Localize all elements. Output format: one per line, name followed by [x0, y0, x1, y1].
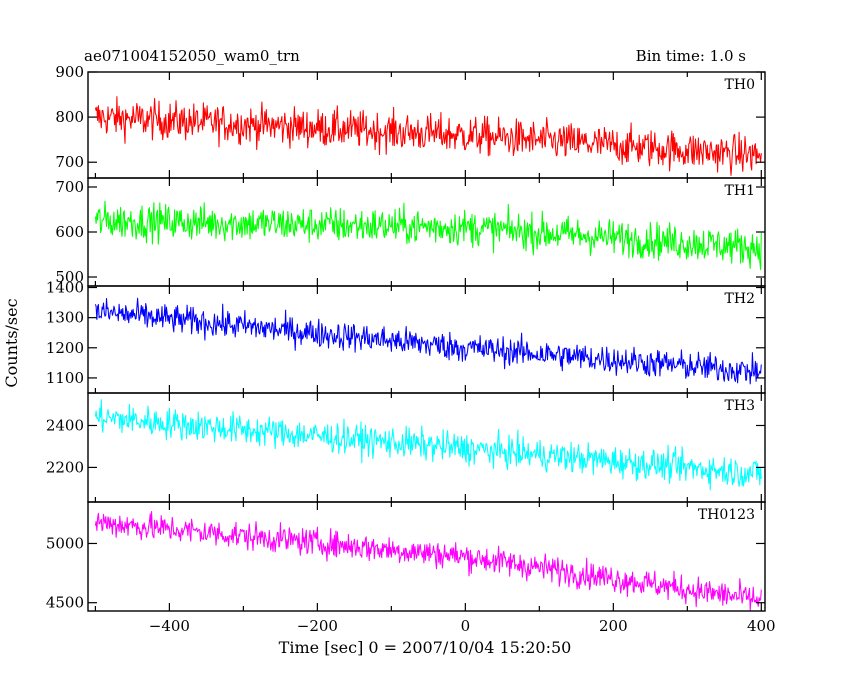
y-tick-label: 1100 — [46, 369, 84, 387]
y-tick-label: 1400 — [46, 279, 84, 297]
panel-th0123: 4500 5000 TH0123 — [46, 501, 766, 612]
y-tick-label: 2200 — [46, 458, 84, 476]
series-line-th1 — [94, 200, 762, 271]
panel-frame — [87, 501, 766, 612]
y-tick-label: 700 — [55, 153, 84, 171]
y-tick-label: 2400 — [46, 416, 84, 434]
y-tick-label: 1300 — [46, 309, 84, 327]
y-tick-label: 1200 — [46, 339, 84, 357]
panel-label-th0123: TH0123 — [698, 507, 755, 523]
x-axis-label: Time [sec] 0 = 2007/10/04 15:20:50 — [279, 638, 572, 657]
y-tick-label: 500 — [55, 268, 84, 286]
x-tick-label: −200 — [297, 617, 338, 635]
y-tick-label: 700 — [55, 178, 84, 196]
panel-label-th2: TH2 — [725, 291, 755, 307]
panels-group: 700 800 900 TH0 500 600 700 TH1 1100 1200 1300 1400… — [46, 63, 766, 612]
panel-th1: 500 600 700 TH1 — [55, 177, 766, 287]
y-tick-label: 5000 — [46, 534, 84, 552]
series-line-th3 — [94, 399, 762, 491]
series-line-th2 — [94, 297, 762, 385]
panel-label-th0: TH0 — [725, 77, 755, 93]
x-tick-label: 400 — [747, 617, 776, 635]
panel-th3: 2200 2400 TH3 — [46, 392, 766, 503]
panel-th0: 700 800 900 TH0 — [55, 63, 766, 179]
y-tick-label: 600 — [55, 223, 84, 241]
series-line-th0123 — [94, 510, 762, 611]
y-tick-label: 900 — [55, 63, 84, 81]
y-tick-label: 800 — [55, 108, 84, 126]
chart-title: ae071004152050_wam0_trn — [84, 47, 300, 65]
x-tick-label: 200 — [599, 617, 628, 635]
y-axis-label: Counts/sec — [2, 298, 21, 387]
panel-th2: 1100 1200 1300 1400 TH2 — [46, 279, 766, 394]
x-axis-ticks: −400 −200 0 200 400 — [149, 617, 776, 635]
panel-frame — [87, 285, 766, 394]
panel-label-th1: TH1 — [725, 183, 755, 199]
x-tick-label: 0 — [461, 617, 471, 635]
y-tick-label: 4500 — [46, 594, 84, 612]
series-line-th0 — [94, 96, 762, 176]
bin-time-label: Bin time: 1.0 s — [636, 47, 746, 65]
x-tick-label: −400 — [149, 617, 190, 635]
panel-label-th3: TH3 — [725, 398, 755, 414]
